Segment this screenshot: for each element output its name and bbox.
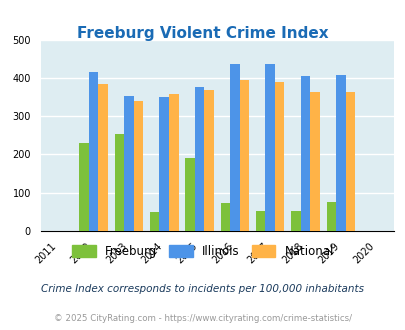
Bar xyxy=(300,76,309,231)
Bar xyxy=(98,84,108,231)
Bar xyxy=(79,143,89,231)
Bar xyxy=(230,64,239,231)
Legend: Freeburg, Illinois, National: Freeburg, Illinois, National xyxy=(67,241,338,263)
Bar xyxy=(159,97,168,231)
Bar xyxy=(290,211,300,231)
Bar xyxy=(265,64,274,231)
Text: Crime Index corresponds to incidents per 100,000 inhabitants: Crime Index corresponds to incidents per… xyxy=(41,284,364,294)
Bar xyxy=(194,87,204,231)
Bar xyxy=(133,101,143,231)
Bar xyxy=(326,202,335,231)
Bar xyxy=(309,92,319,231)
Bar xyxy=(335,75,345,231)
Bar xyxy=(274,82,284,231)
Bar xyxy=(149,212,159,231)
Bar xyxy=(239,80,249,231)
Text: © 2025 CityRating.com - https://www.cityrating.com/crime-statistics/: © 2025 CityRating.com - https://www.city… xyxy=(54,314,351,323)
Bar xyxy=(255,211,265,231)
Bar xyxy=(124,96,133,231)
Bar xyxy=(114,134,124,231)
Text: Freeburg Violent Crime Index: Freeburg Violent Crime Index xyxy=(77,26,328,41)
Bar xyxy=(204,90,213,231)
Bar xyxy=(168,94,178,231)
Bar xyxy=(185,158,194,231)
Bar xyxy=(345,92,354,231)
Bar xyxy=(89,72,98,231)
Bar xyxy=(220,203,230,231)
